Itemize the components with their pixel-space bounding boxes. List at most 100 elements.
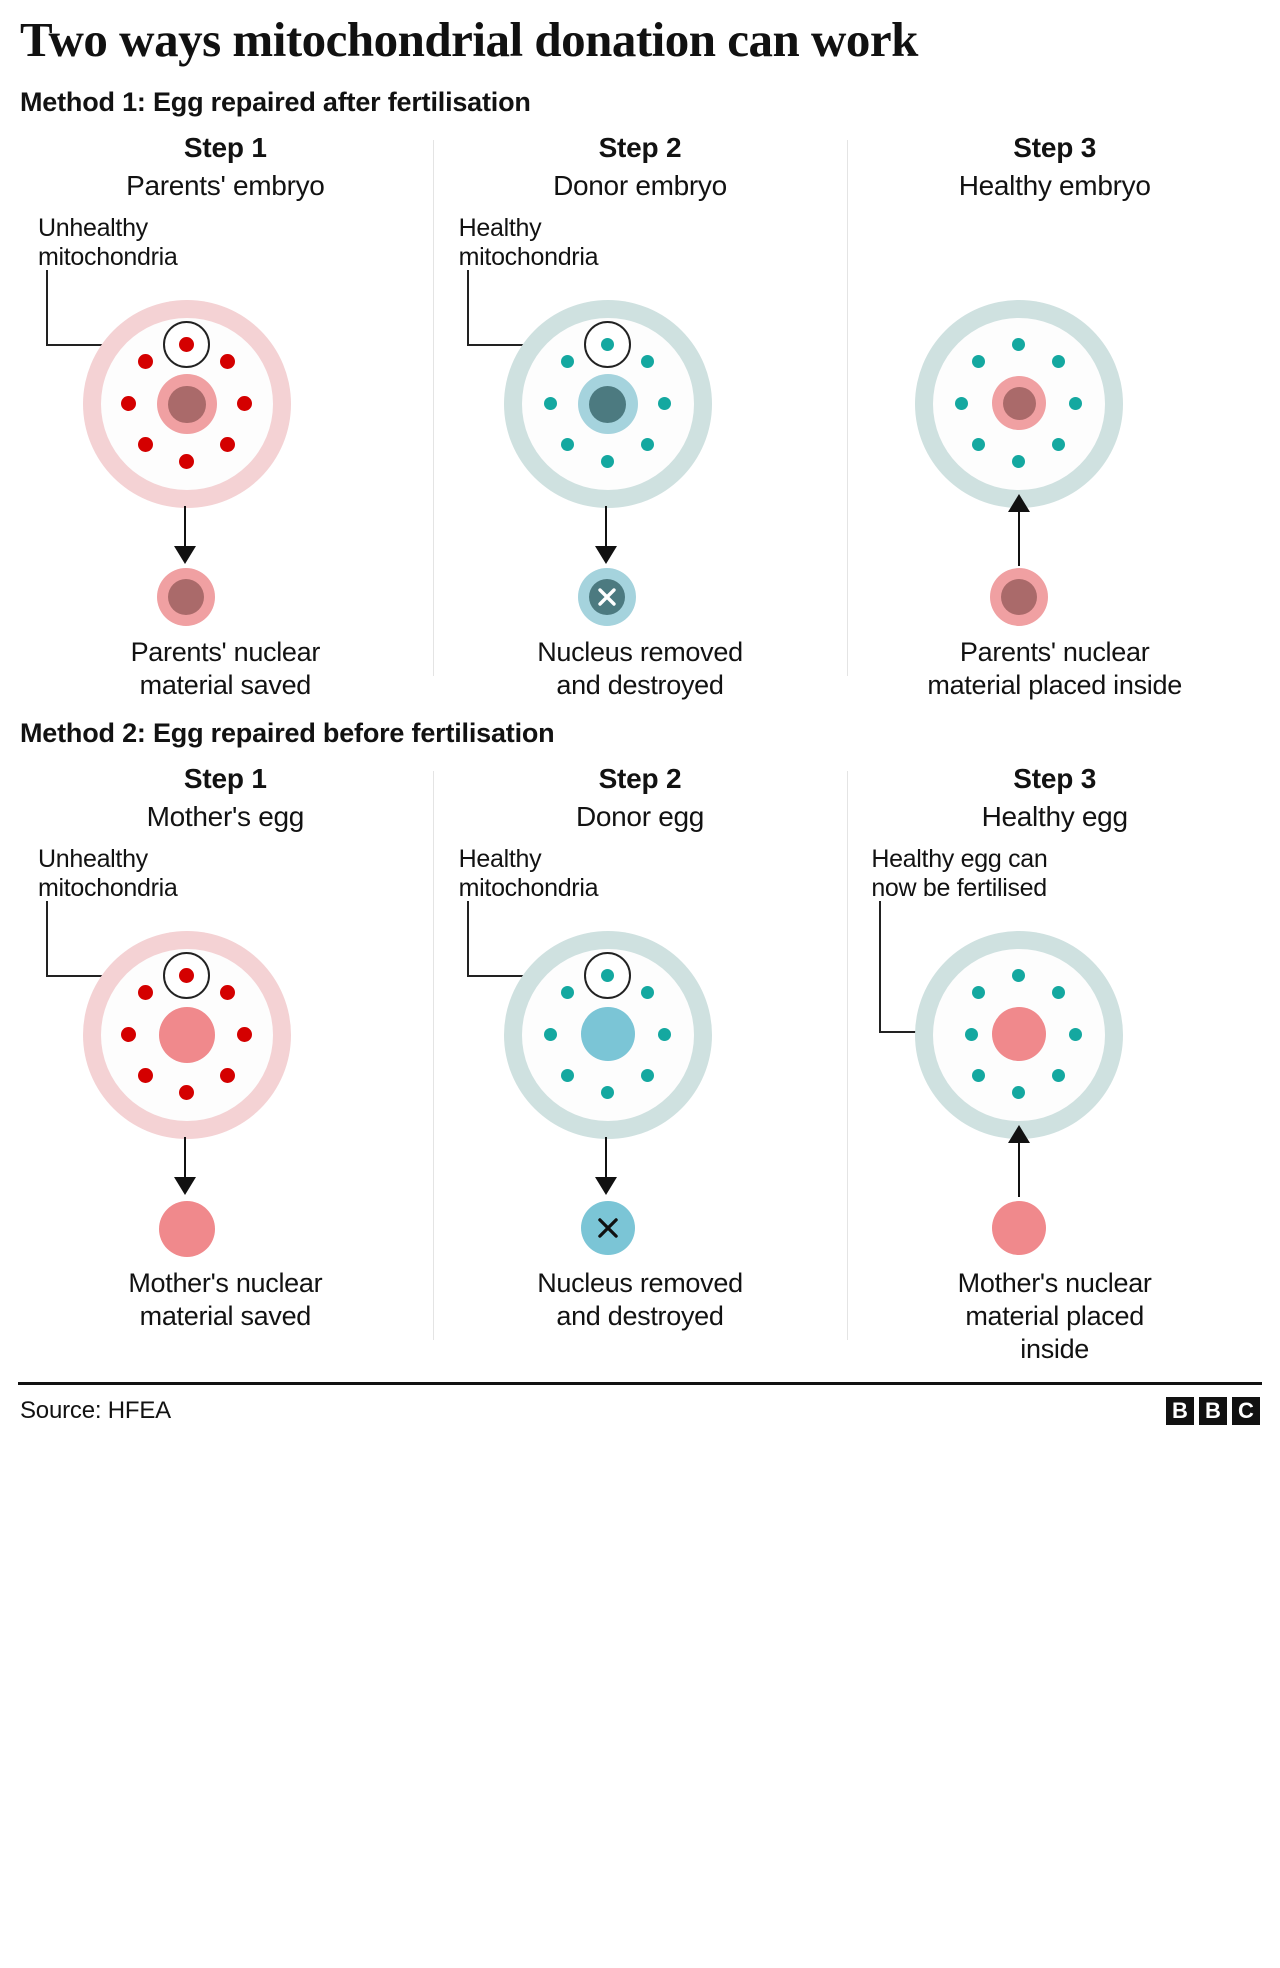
nucleus-core xyxy=(1002,386,1037,421)
step-subtitle: Healthy egg xyxy=(981,801,1128,833)
mitochondrion xyxy=(1069,1028,1083,1042)
step-label: Step 1 xyxy=(183,763,267,795)
step-subtitle: Healthy embryo xyxy=(958,170,1151,202)
diagram-mothers-egg: Unhealthy mitochondria xyxy=(24,837,427,1267)
nucleus xyxy=(159,1007,215,1064)
diagram-healthy-embryo xyxy=(853,206,1256,636)
mitochondrion xyxy=(179,454,194,470)
mitochondrion xyxy=(179,1085,194,1101)
page-title: Two ways mitochondrial donation can work xyxy=(20,12,918,67)
mitochondrion xyxy=(543,1028,557,1042)
step-subtitle: Donor embryo xyxy=(553,170,727,202)
step-column-m2-s1: Step 1 Mother's egg Unhealthy mitochondr… xyxy=(18,763,433,1366)
mitochondrion xyxy=(657,397,671,411)
nucleus-core xyxy=(588,579,625,616)
diagram-healthy-egg: Healthy egg can now be fertilised xyxy=(853,837,1256,1267)
mitochondrion xyxy=(560,355,574,369)
mitochondrion xyxy=(560,1069,574,1083)
placed-nuclear-material xyxy=(992,1201,1047,1256)
step-column-m1-s2: Step 2 Donor embryo Healthy mitochondria xyxy=(432,132,848,702)
step-column-m2-s3: Step 3 Healthy egg Healthy egg can now b… xyxy=(847,763,1262,1366)
mitochondrion xyxy=(1012,338,1026,352)
nucleus-core xyxy=(589,385,627,424)
mitochondrion xyxy=(1052,1069,1066,1083)
mitochondrion xyxy=(640,355,654,369)
step-caption: Nucleus removed and destroyed xyxy=(537,637,743,701)
mitochondrion xyxy=(543,397,557,411)
mitochondrion xyxy=(972,1069,986,1083)
step-label: Step 3 xyxy=(1013,132,1097,164)
diagram-donor-embryo: Healthy mitochondria xyxy=(439,206,842,636)
mitochondrion xyxy=(1069,397,1083,411)
diagram-parents-embryo: Unhealthy mitochondria xyxy=(24,206,427,636)
arrow-down xyxy=(590,506,622,565)
mitochondrion xyxy=(657,1028,671,1042)
mitochondrion xyxy=(955,397,969,411)
mitochondrion xyxy=(121,1027,136,1043)
mitochondrion xyxy=(121,396,136,412)
step-subtitle: Mother's egg xyxy=(146,801,305,833)
mitochondrion-highlighted xyxy=(600,338,614,352)
mitochondrion xyxy=(640,1069,654,1083)
footer: Source: HFEA B B C xyxy=(18,1385,1262,1426)
method-2-heading: Method 2: Egg repaired before fertilisat… xyxy=(20,718,555,749)
mitochondrion xyxy=(972,986,986,1000)
mitochondrion xyxy=(972,438,986,452)
mitochondrion xyxy=(237,1027,252,1043)
arrow-down xyxy=(169,1137,201,1196)
destroyed-nucleus xyxy=(580,1201,635,1256)
footer-divider xyxy=(18,1382,1262,1386)
mitochondrion-highlighted xyxy=(600,969,614,983)
step-label: Step 2 xyxy=(598,132,682,164)
nucleus xyxy=(157,374,217,435)
mitochondrion xyxy=(640,986,654,1000)
step-caption: Parents' nuclear material saved xyxy=(130,637,321,701)
mitochondrion xyxy=(138,985,153,1001)
mitochondrion xyxy=(1012,455,1026,469)
callout-healthy-egg: Healthy egg can now be fertilised xyxy=(871,845,1048,903)
callout-unhealthy-mitochondria: Unhealthy mitochondria xyxy=(38,845,178,903)
callout-healthy-mitochondria: Healthy mitochondria xyxy=(458,214,599,272)
callout-healthy-mitochondria: Healthy mitochondria xyxy=(458,845,599,903)
step-caption: Nucleus removed and destroyed xyxy=(537,1268,743,1332)
mitochondrion-highlighted xyxy=(179,968,194,984)
mitochondrion xyxy=(600,1086,614,1100)
nucleus-core xyxy=(1001,579,1038,616)
mitochondrion xyxy=(220,1068,235,1084)
mitochondrion xyxy=(600,455,614,469)
destroyed-nucleus xyxy=(577,568,636,627)
callout-unhealthy-mitochondria: Unhealthy mitochondria xyxy=(38,214,178,272)
saved-nuclear-material xyxy=(159,1201,215,1258)
step-caption: Mother's nuclear material saved xyxy=(128,1268,323,1332)
nucleus-core xyxy=(168,579,204,616)
step-subtitle: Donor egg xyxy=(575,801,705,833)
nucleus xyxy=(580,1007,635,1062)
x-mark-icon xyxy=(597,588,616,607)
mitochondrion xyxy=(138,1068,153,1084)
arrow-down xyxy=(169,506,201,565)
step-caption: Parents' nuclear material placed inside xyxy=(927,637,1182,701)
mitochondrion xyxy=(560,438,574,452)
step-column-m1-s1: Step 1 Parents' embryo Unhealthy mitocho… xyxy=(18,132,433,702)
bbc-logo-letter-1: B xyxy=(1166,1397,1194,1426)
method-1-heading: Method 1: Egg repaired after fertilisati… xyxy=(20,87,531,118)
nucleus xyxy=(577,374,638,435)
saved-nuclear-material xyxy=(157,568,215,627)
nucleus xyxy=(992,1007,1047,1062)
mitochondrion xyxy=(220,985,235,1001)
bbc-logo-letter-3: C xyxy=(1232,1397,1260,1426)
mitochondrion-highlighted xyxy=(965,1028,979,1042)
nucleus xyxy=(992,376,1047,431)
placed-nuclear-material xyxy=(990,568,1049,627)
mitochondrion xyxy=(560,986,574,1000)
mitochondrion xyxy=(1052,986,1066,1000)
mitochondrion xyxy=(138,354,153,370)
mitochondrion xyxy=(640,438,654,452)
mitochondrion xyxy=(1012,1086,1026,1100)
mitochondrion xyxy=(237,396,252,412)
mitochondrion xyxy=(138,437,153,453)
step-caption: Mother's nuclear material placed inside xyxy=(957,1268,1152,1365)
mitochondrion-highlighted xyxy=(179,337,194,353)
step-subtitle: Parents' embryo xyxy=(126,170,325,202)
